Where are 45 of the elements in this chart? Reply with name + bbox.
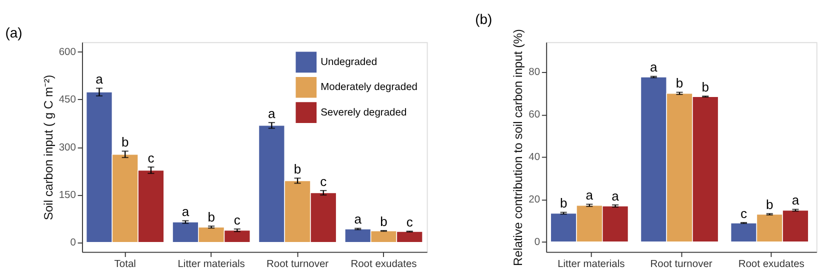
data-label: a (586, 188, 594, 203)
y-tick-label: 60 (528, 110, 540, 121)
data-label: b (208, 209, 215, 224)
y-tick-label: 300 (58, 142, 76, 154)
y-axis-title: Soil carbon input ( g C m⁻²) (41, 74, 56, 220)
x-tick-label: Root exudates (350, 259, 417, 270)
data-label: b (560, 196, 568, 211)
chart-title: (b) (475, 10, 492, 27)
data-label: a (354, 212, 362, 227)
data-label: c (148, 150, 155, 166)
data-label: c (740, 206, 748, 221)
legend-label: Severely degraded (320, 107, 407, 118)
y-tick-label: 40 (528, 152, 540, 164)
data-label: b (294, 162, 302, 176)
x-tick-label: Root turnover (650, 259, 713, 270)
data-label: b (766, 196, 774, 212)
data-label: b (676, 76, 684, 91)
y-axis-title: Relative contribution to soil carbon input (%) (511, 29, 526, 266)
data-label: b (121, 134, 129, 150)
x-tick-label: Total (114, 259, 136, 270)
data-label: c (320, 174, 328, 189)
y-tick-label: 80 (528, 67, 540, 78)
data-label: c (234, 212, 241, 228)
data-label: a (650, 60, 658, 75)
y-tick-label: 0 (70, 238, 76, 249)
data-label: c (406, 214, 414, 230)
legend-label: Moderately degraded (320, 82, 418, 94)
x-tick-label: Root exudates (738, 259, 804, 270)
legend-label: Undegraded (320, 57, 378, 68)
data-label: a (268, 106, 276, 121)
data-label: a (96, 72, 104, 87)
x-tick-label: Root turnover (266, 259, 330, 270)
x-tick-label: Litter materials (558, 259, 625, 270)
y-tick-label: 20 (528, 194, 540, 206)
data-label: a (792, 192, 800, 208)
y-tick-label: 450 (58, 94, 76, 106)
data-label: a (182, 204, 190, 220)
data-label: b (702, 79, 710, 94)
x-tick-label: Litter materials (178, 259, 245, 270)
y-tick-label: 0 (534, 237, 540, 248)
chart-title: (a) (5, 24, 22, 41)
data-label: a (612, 188, 620, 204)
y-tick-label: 600 (58, 46, 76, 58)
y-tick-label: 150 (58, 190, 76, 201)
data-label: b (380, 214, 388, 229)
